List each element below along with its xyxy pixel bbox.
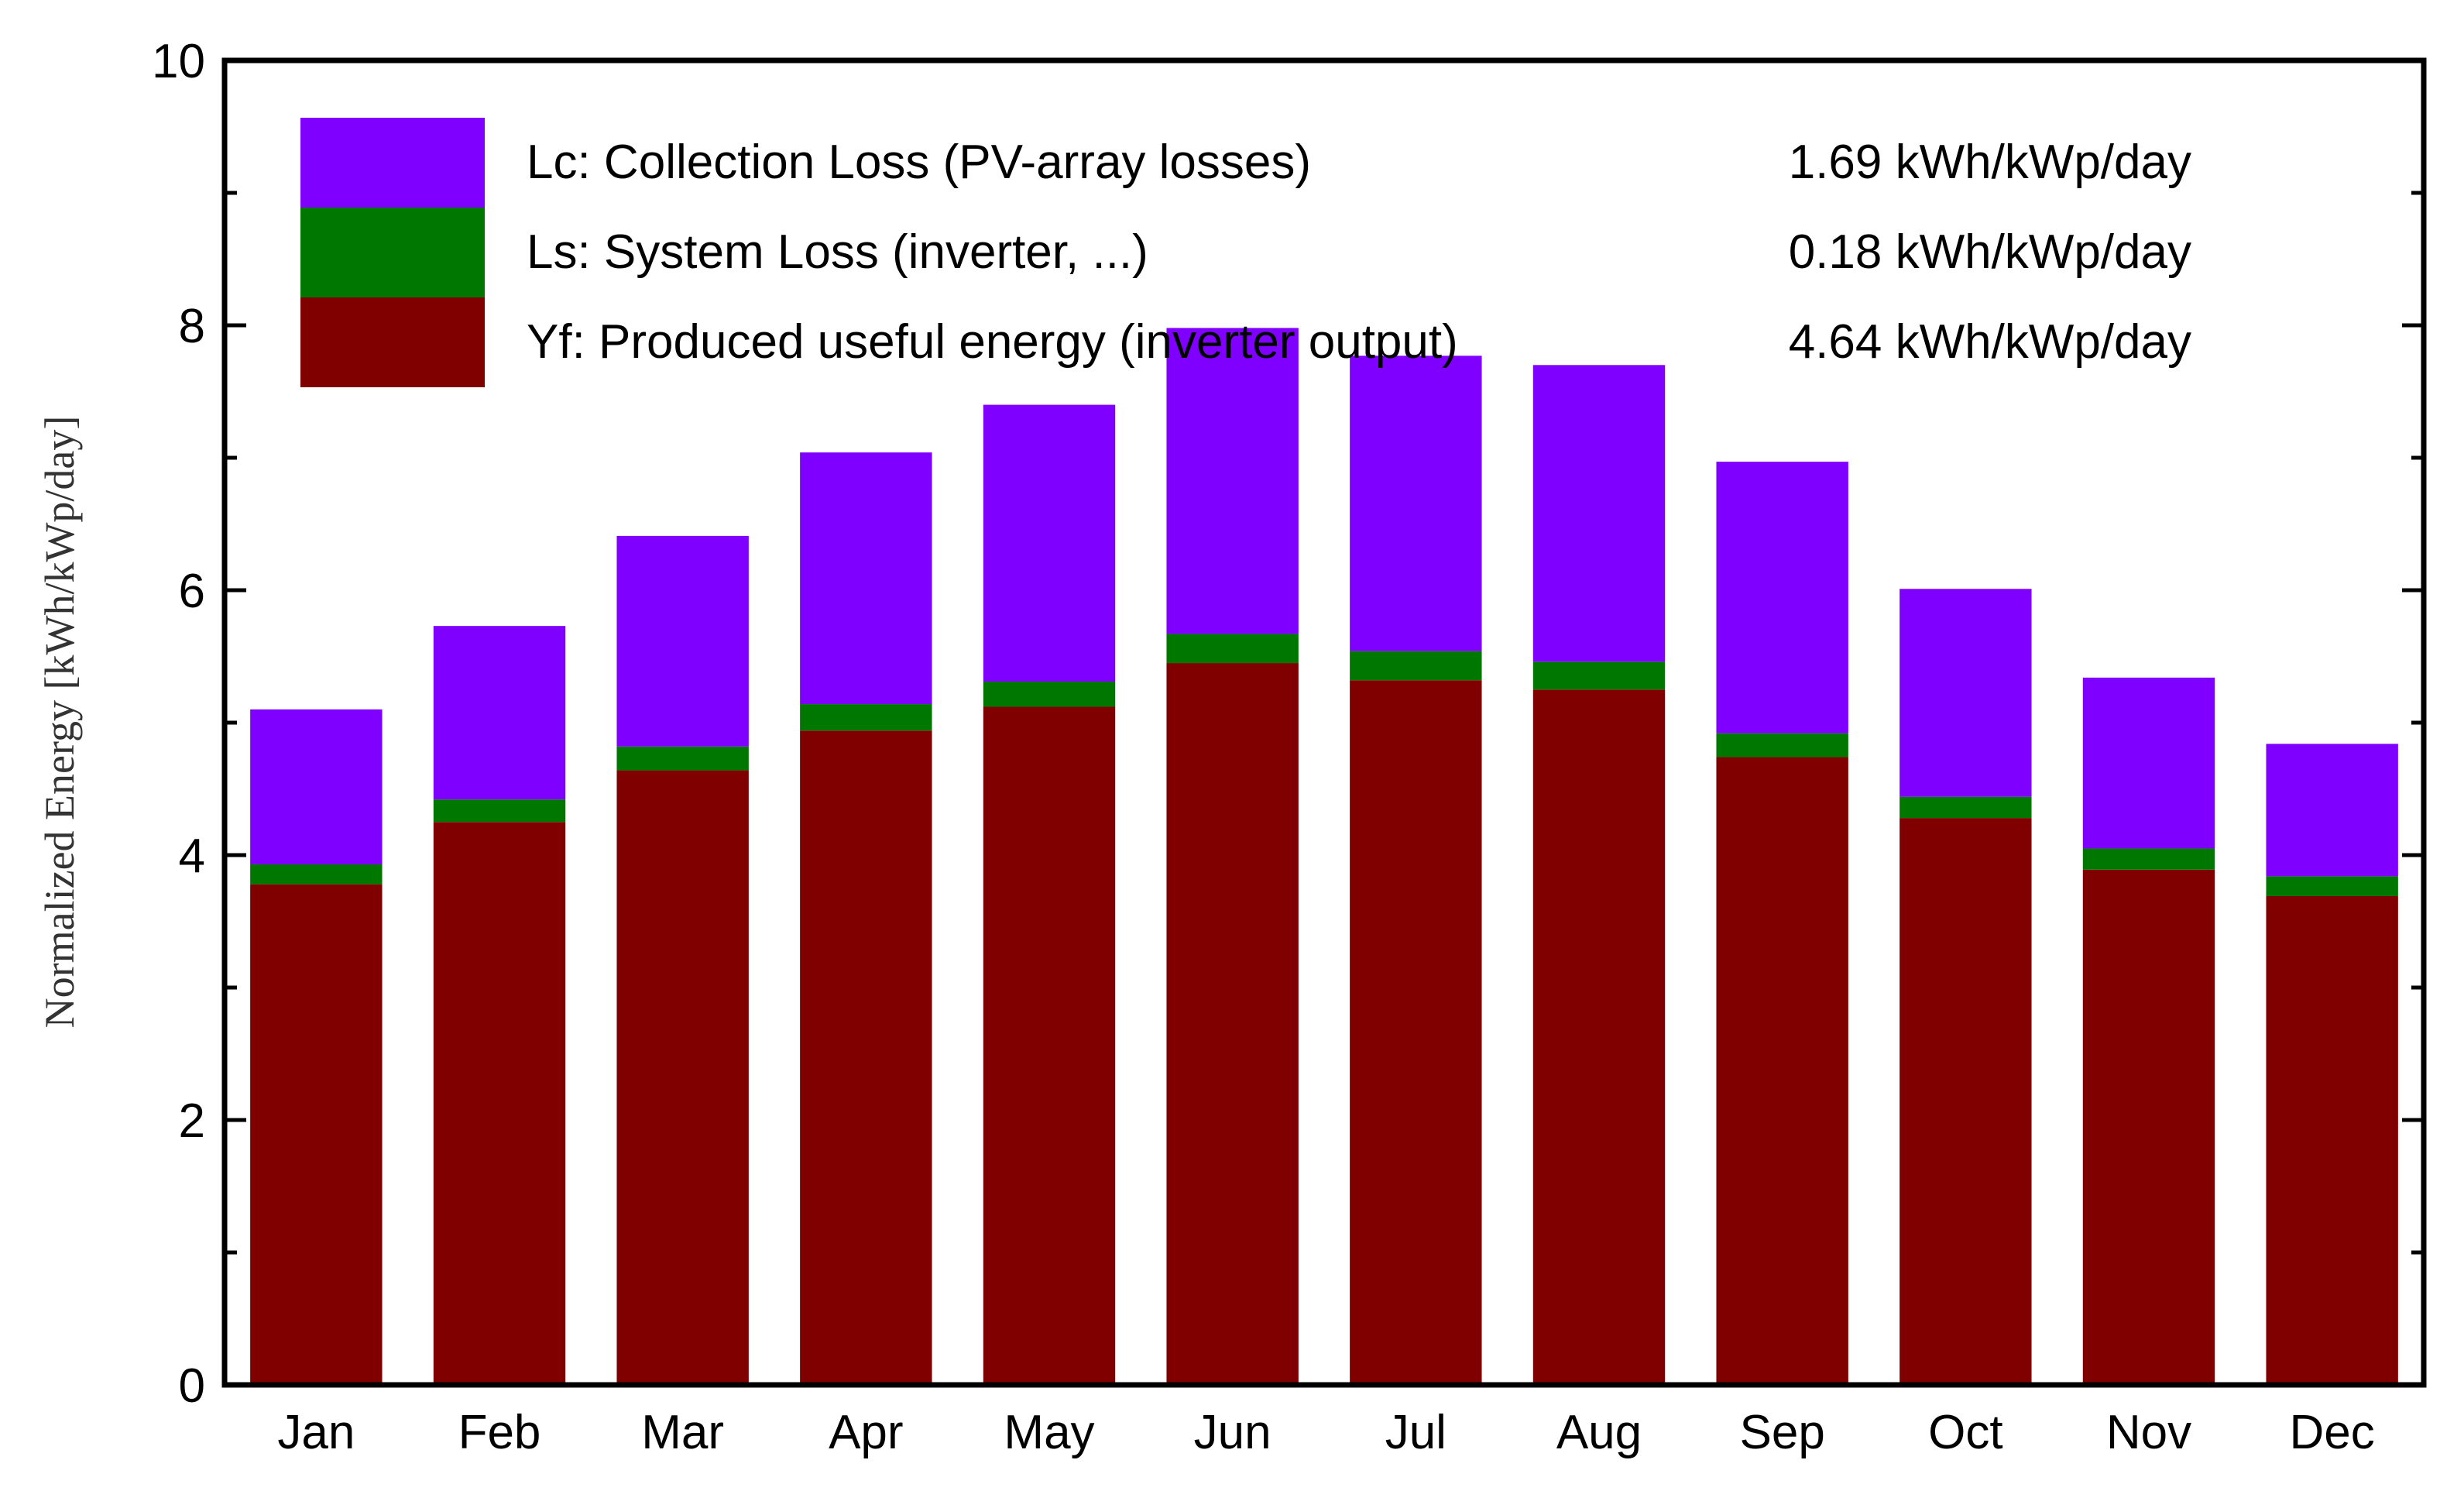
bar-aug-series-0 [1532,689,1666,1385]
x-tick-label-jul: Jul [1385,1406,1446,1459]
y-tick-label-6: 6 [179,565,205,618]
x-tick-label-oct: Oct [1928,1406,2002,1459]
legend: Lc: Collection Loss (PV-array losses) 1.6… [300,118,2191,387]
x-tick-label-jan: Jan [277,1406,355,1459]
legend-value-1: 0.18 kWh/kWp/day [1789,225,2191,279]
bar-jun-series-2 [1166,328,1299,634]
bars-layer [250,328,2398,1385]
x-tick-label-dec: Dec [2290,1406,2375,1459]
bar-dec-series-1 [2266,876,2398,897]
bar-feb-series-2 [433,626,566,800]
bar-jan-series-1 [250,864,383,885]
legend-label-2: Yf: Produced useful energy (inverter out… [527,315,1458,369]
bar-nov-series-1 [2082,848,2215,870]
bar-jul-series-1 [1350,651,1482,681]
x-tick-label-mar: Mar [641,1406,724,1459]
y-axis-title: Normalized Energy [kWh/kWp/day] [36,416,83,1029]
x-tick-label-may: May [1004,1406,1094,1459]
bar-oct-series-0 [1899,818,2032,1385]
y-tick-label-2: 2 [179,1094,205,1148]
bar-apr-series-0 [800,730,932,1385]
bar-feb-series-0 [433,822,566,1385]
bar-mar-series-0 [616,770,749,1385]
bar-sep-series-0 [1716,757,1848,1385]
x-tick-label-jun: Jun [1194,1406,1271,1459]
bar-jan-series-0 [250,884,383,1385]
x-tick-label-sep: Sep [1740,1406,1825,1459]
legend-value-0: 1.69 kWh/kWp/day [1789,136,2191,189]
y-tick-label-10: 10 [152,35,205,88]
x-tick-labels: Jan Feb Mar Apr May Jun Jul Aug Sep Oct Nov Dec [277,1406,2374,1459]
x-tick-label-aug: Aug [1556,1406,1642,1459]
bar-oct-series-1 [1899,796,2032,819]
bar-dec-series-2 [2266,744,2398,877]
y-tick-label-4: 4 [179,830,205,883]
bar-jul-series-0 [1350,680,1482,1385]
bar-aug-series-1 [1532,661,1666,690]
x-tick-label-feb: Feb [458,1406,541,1459]
bar-jun-series-1 [1166,634,1299,664]
bar-nov-series-0 [2082,869,2215,1385]
y-tick-label-0: 0 [179,1359,205,1413]
bar-apr-series-1 [800,704,932,731]
bar-apr-series-2 [800,452,932,705]
legend-label-1: Ls: System Loss (inverter, ...) [527,225,1148,279]
legend-label-0: Lc: Collection Loss (PV-array losses) [527,136,1311,189]
bar-nov-series-2 [2082,677,2215,849]
bar-dec-series-0 [2266,896,2398,1385]
bar-aug-series-2 [1532,365,1666,662]
bar-jul-series-2 [1350,356,1482,651]
bar-mar-series-2 [616,535,749,747]
x-tick-label-nov: Nov [2106,1406,2191,1459]
plot-frame [221,57,2427,1388]
x-tick-label-apr: Apr [829,1406,903,1459]
bar-may-series-2 [983,404,1116,682]
bar-mar-series-1 [616,746,749,771]
legend-swatch-0 [300,118,485,208]
bar-jan-series-2 [250,709,383,864]
legend-value-2: 4.64 kWh/kWp/day [1789,315,2191,369]
bar-oct-series-2 [1899,589,2032,797]
y-tick-labels: 0 2 4 6 8 10 [152,35,205,1413]
bar-jun-series-0 [1166,663,1299,1385]
legend-swatch-2 [300,297,485,387]
legend-swatch-1 [300,208,485,297]
bar-sep-series-1 [1716,733,1848,758]
y-tick-label-8: 8 [179,300,205,353]
bar-feb-series-1 [433,799,566,823]
bar-may-series-0 [983,706,1116,1385]
bar-may-series-1 [983,681,1116,707]
bar-sep-series-2 [1716,462,1848,733]
